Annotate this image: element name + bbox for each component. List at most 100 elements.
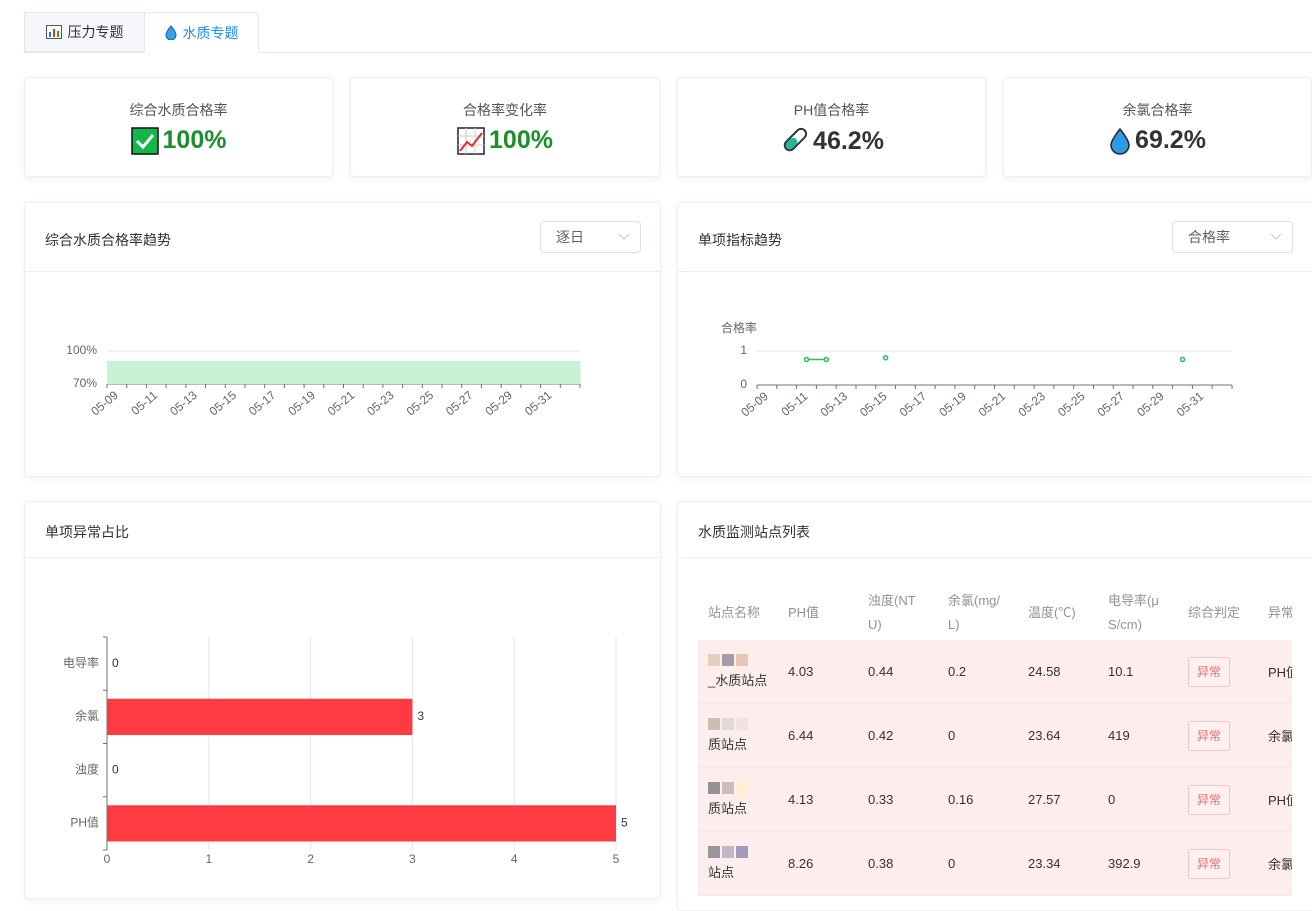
tab[interactable]: 压力专题 xyxy=(24,12,145,52)
tab-label: 压力专题 xyxy=(67,24,124,40)
cell-text: PH值 xyxy=(1268,665,1292,680)
cell-text: PH值 xyxy=(1268,793,1292,808)
table-body: _水质站点4.030.440.224.5810.1异常PH值质站点6.440.4… xyxy=(698,640,1292,896)
table-cell: 392.9 xyxy=(1098,831,1178,896)
bar xyxy=(146,360,167,384)
station-name: 质站点 xyxy=(708,737,748,752)
value-label: 5 xyxy=(621,816,628,830)
x-tick-label: 05-13 xyxy=(167,388,200,419)
redaction-block xyxy=(736,718,748,730)
redaction-block xyxy=(736,782,748,794)
x-tick-label: 05-11 xyxy=(128,388,160,418)
x-tick-label: 05-17 xyxy=(897,389,930,420)
table-cell: 6.44 xyxy=(778,703,858,768)
table-cell: 24.58 xyxy=(1018,640,1098,704)
kpi-label: PH值合格率 xyxy=(793,102,870,118)
x-tick-label: 05-21 xyxy=(976,389,1009,420)
cell-text: 392.9 xyxy=(1108,856,1141,871)
select[interactable]: 逐日 xyxy=(540,221,641,253)
column-header: 异常 xyxy=(1268,604,1292,620)
value-label: 3 xyxy=(417,709,424,723)
table-cell: 0.16 xyxy=(938,767,1018,832)
table-cell: 0 xyxy=(938,703,1018,768)
panel-title: 单项异常占比 xyxy=(45,524,129,540)
abnormal-chart: 0 1 2 3 4 5 电导率 0 余氯 3 浊度 0 PH值 5 xyxy=(63,636,628,866)
table-row: 质站点 4.13 0.33 0.16 27.57 0 异常 PH值 xyxy=(698,767,1292,832)
table-cell: 27.57 xyxy=(1018,767,1098,832)
kpi-value: 100% xyxy=(489,126,553,154)
x-tick-label: 05-19 xyxy=(285,388,318,419)
bar xyxy=(166,360,187,384)
kpi-card: 余氯合格率 69.2% xyxy=(1003,77,1312,177)
caret xyxy=(1270,233,1282,240)
y-tick-label: 电导率 xyxy=(63,655,99,670)
table-cell: 余氯 xyxy=(1258,831,1292,896)
y-tick-label: 0 xyxy=(740,377,747,391)
bar xyxy=(107,698,413,735)
caret xyxy=(618,233,630,240)
y-tick-label: 100% xyxy=(66,343,97,357)
redaction-block xyxy=(708,782,720,794)
table-cell: 0 xyxy=(938,831,1018,896)
x-tick-label: 05-15 xyxy=(207,388,240,419)
bar xyxy=(185,360,206,384)
redaction-block xyxy=(722,846,734,858)
x-tick-label: 05-09 xyxy=(738,389,771,420)
table-cell: PH值 xyxy=(1258,640,1292,704)
kpi-label: 余氯合格率 xyxy=(1122,102,1193,118)
column-header: 电导率(μS/cm) xyxy=(1108,592,1159,632)
cell-text: 0 xyxy=(1108,792,1116,807)
x-tick-label: 05-19 xyxy=(936,389,969,420)
cell-text: 0 xyxy=(948,728,956,743)
point xyxy=(803,356,810,363)
divider xyxy=(25,557,660,558)
x-tick-label: 05-15 xyxy=(857,389,890,420)
select[interactable]: 合格率 xyxy=(1172,221,1293,253)
redaction-block xyxy=(708,718,720,730)
tab-icon xyxy=(164,25,177,40)
kpi-card: PH值合格率 46.2% xyxy=(677,77,986,177)
cell-text: 余氯 xyxy=(1268,857,1292,872)
bar xyxy=(560,360,581,384)
bar xyxy=(442,360,463,384)
redaction-block xyxy=(722,718,734,730)
redacted-name xyxy=(708,846,768,858)
x-tick-label: 05-23 xyxy=(364,388,397,419)
status-tag: 异常 xyxy=(1188,848,1231,879)
x-tick-label: 05-27 xyxy=(1095,389,1128,420)
kpi-label: 合格率变化率 xyxy=(463,102,547,118)
table-cell: 10.1 xyxy=(1098,640,1178,704)
select-value: 合格率 xyxy=(1188,229,1230,245)
column-header: 站点名称 xyxy=(708,604,761,620)
cell-text: 10.1 xyxy=(1108,664,1134,679)
trend-chart: 70%100%05-09 05-11 05-13 05-15 05-17 05-19 05-… xyxy=(66,343,581,419)
x-tick-label: 05-31 xyxy=(1174,389,1207,420)
table-cell: 4.03 xyxy=(778,640,858,704)
tab-active[interactable]: 水质专题 xyxy=(144,12,259,53)
bar xyxy=(264,360,285,384)
table-cell: 8.26 xyxy=(778,831,858,896)
cell-text: 0 xyxy=(948,856,956,871)
table-cell: 4.13 xyxy=(778,767,858,832)
x-tick-label: 5 xyxy=(613,852,620,866)
bar xyxy=(225,360,246,384)
drop-icon xyxy=(1110,127,1130,155)
panel: 综合水质合格率趋势 逐日 xyxy=(24,202,661,477)
bar xyxy=(402,360,423,384)
x-tick-label: 05-25 xyxy=(1055,389,1088,420)
point xyxy=(882,355,889,361)
cell-text: 0.44 xyxy=(868,664,894,679)
table-cell: 23.64 xyxy=(1018,703,1098,768)
value-label: 0 xyxy=(112,656,119,670)
table-cell: 419 xyxy=(1098,703,1178,768)
redaction-block xyxy=(708,654,720,666)
column-header: 温度(℃) xyxy=(1028,604,1076,620)
tab-label: 水质专题 xyxy=(182,24,239,41)
kpi-row: 69.2% xyxy=(1004,126,1311,155)
kpi-row: 46.2% xyxy=(678,126,985,156)
bar xyxy=(304,360,325,384)
table-cell: 0.42 xyxy=(858,703,938,768)
y-tick-label: PH值 xyxy=(70,815,99,830)
panel: 单项指标趋势 合格率 xyxy=(677,202,1312,477)
table-cell: 质站点 xyxy=(698,703,778,768)
